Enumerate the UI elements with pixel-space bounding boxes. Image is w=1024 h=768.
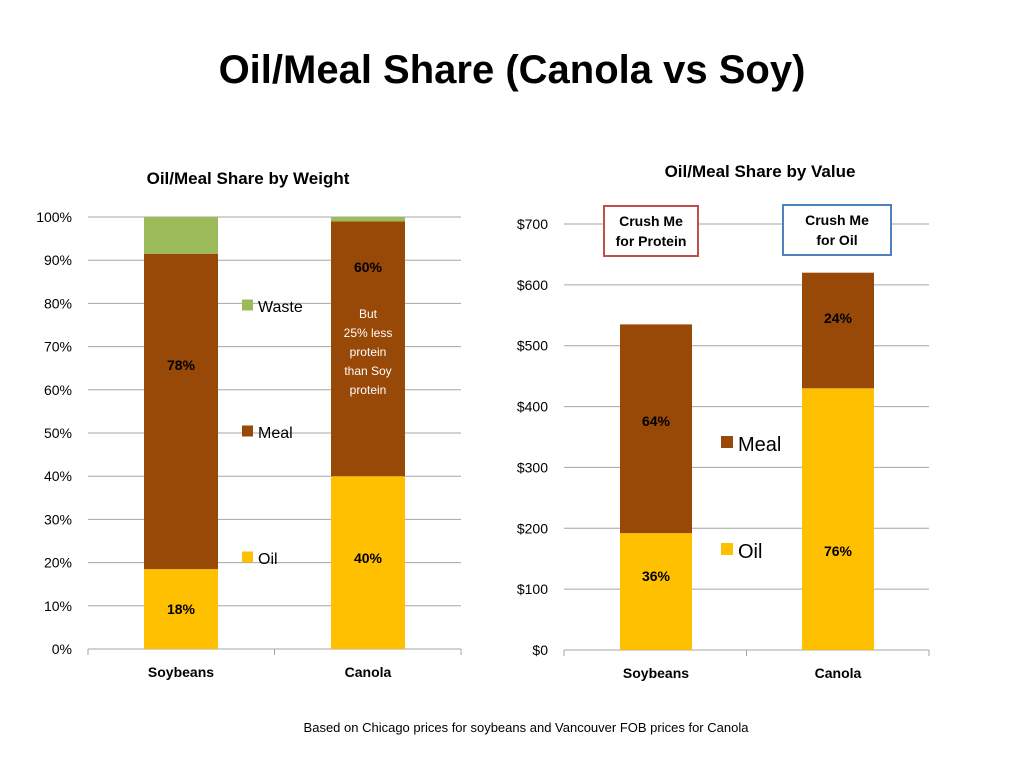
bar-value-canola-oil [802,388,874,650]
y-tick-label-value-4: $400 [517,399,548,415]
y-tick-label-value-5: $500 [517,338,548,354]
callout-oil-line-2: for Oil [816,232,858,248]
legend-swatch-value-oil [721,543,733,555]
data-label-value-canola-oil: 76% [824,543,853,559]
x-category-label-value-canola: Canola [815,665,862,681]
bar-weight-soybeans-waste [144,217,218,254]
y-tick-label-weight-0: 0% [52,641,72,657]
callout-oil-line-1: Crush Me [805,212,869,228]
y-tick-label-weight-10: 100% [36,209,72,225]
legend-label-value-meal: Meal [738,434,781,456]
y-tick-label-weight-2: 20% [44,555,72,571]
y-tick-label-weight-6: 60% [44,382,72,398]
footnote: Based on Chicago prices for soybeans and… [303,720,749,735]
y-tick-label-weight-9: 90% [44,252,72,268]
y-tick-label-weight-7: 70% [44,339,72,355]
bar-value-soybeans-meal [620,324,692,534]
callout-protein-line-1: Crush Me [619,213,683,229]
bar-value-canola-meal [802,272,874,389]
y-tick-label-weight-3: 30% [44,511,72,527]
bar-weight-canola-oil [331,476,405,649]
annotation-line-5: protein [350,383,387,397]
y-tick-label-value-1: $100 [517,581,548,597]
y-tick-label-value-7: $700 [517,216,548,232]
bar-value-soybeans-oil [620,533,692,650]
data-label-weight-soybeans-meal: 78% [167,357,196,373]
y-tick-label-value-2: $200 [517,520,548,536]
chart-title-value: Oil/Meal Share by Value [664,162,856,181]
y-tick-label-weight-4: 40% [44,468,72,484]
bar-weight-soybeans-meal [144,253,218,570]
x-category-label-value-soybeans: Soybeans [623,665,689,681]
y-tick-label-weight-8: 80% [44,295,72,311]
legend-label-weight-oil: Oil [258,551,278,568]
x-category-label-weight-soybeans: Soybeans [148,664,214,680]
callout-protein-line-2: for Protein [615,233,687,249]
annotation-line-1: But [359,307,378,321]
legend-swatch-weight-oil [242,551,253,563]
callout-crush-for-oil: Crush Me for Oil [782,204,892,256]
bar-weight-canola-waste [331,217,405,222]
data-label-weight-soybeans-oil: 18% [167,601,196,617]
data-label-value-soybeans-oil: 36% [642,568,671,584]
data-label-weight-canola-meal: 60% [354,259,383,275]
x-category-label-weight-canola: Canola [345,664,392,680]
chart-title-weight: Oil/Meal Share by Weight [146,169,350,188]
y-tick-label-value-0: $0 [532,642,548,658]
bar-weight-soybeans-oil [144,569,218,649]
legend-swatch-weight-waste [242,299,253,311]
annotation-line-2: 25% less [344,326,393,340]
y-tick-label-weight-5: 50% [44,425,72,441]
y-tick-label-value-6: $600 [517,277,548,293]
callout-crush-for-protein: Crush Me for Protein [603,205,699,257]
slide-title: Oil/Meal Share (Canola vs Soy) [218,48,806,92]
data-label-value-canola-meal: 24% [824,310,853,326]
y-tick-label-value-3: $300 [517,459,548,475]
legend-swatch-value-meal [721,436,733,448]
bar-weight-canola-meal [331,221,405,477]
legend-label-value-oil: Oil [738,541,762,563]
legend-label-weight-meal: Meal [258,425,293,442]
y-tick-label-weight-1: 10% [44,598,72,614]
legend-swatch-weight-meal [242,425,253,437]
data-label-weight-canola-oil: 40% [354,550,383,566]
legend-label-weight-waste: Waste [258,299,303,316]
annotation-line-4: than Soy [344,364,391,378]
data-label-value-soybeans-meal: 64% [642,413,671,429]
annotation-line-3: protein [350,345,387,359]
